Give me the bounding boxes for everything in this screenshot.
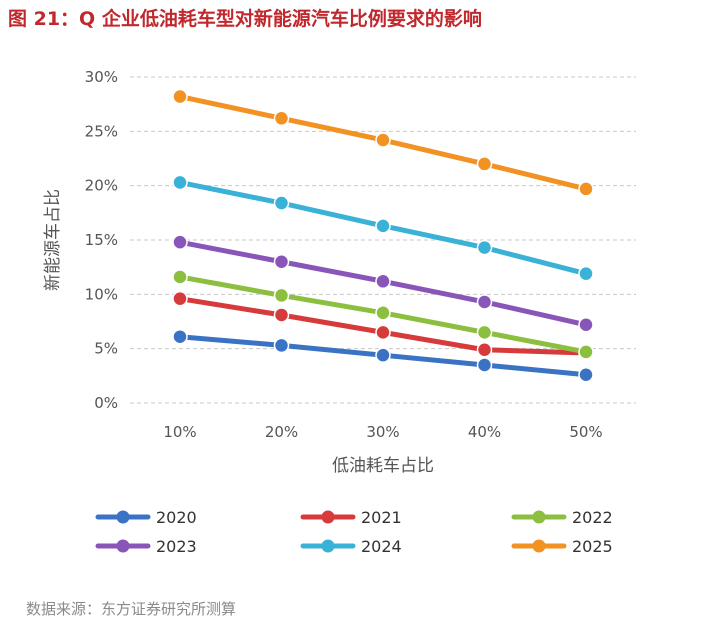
- data-point-2024: [172, 174, 188, 191]
- legend-marker-2023: [116, 539, 130, 553]
- data-point-2020: [375, 347, 391, 363]
- data-point-2024: [375, 218, 391, 234]
- y-tick-label: 15%: [85, 231, 118, 249]
- legend-label-2024: 2024: [361, 537, 402, 556]
- legend-marker-2020: [116, 510, 130, 524]
- legend-label-2022: 2022: [572, 508, 613, 527]
- data-point-2022: [375, 305, 391, 321]
- legend-marker-2021: [321, 510, 335, 524]
- data-point-2023: [172, 234, 188, 250]
- legend-marker-2025: [532, 539, 546, 553]
- y-tick-label: 5%: [94, 340, 118, 358]
- data-point-2024: [578, 265, 594, 282]
- data-point-2023: [578, 317, 594, 333]
- data-point-2025: [172, 88, 188, 105]
- data-point-2021: [172, 290, 188, 307]
- x-axis-label: 低油耗车占比: [332, 456, 434, 476]
- data-point-2023: [375, 273, 391, 290]
- data-point-2024: [273, 195, 290, 211]
- y-tick-label: 30%: [85, 68, 118, 86]
- legend-marker-2022: [532, 510, 546, 524]
- data-point-2022: [172, 269, 188, 285]
- x-tick-label: 50%: [569, 423, 602, 441]
- x-tick-label: 30%: [366, 423, 399, 441]
- data-point-2020: [172, 328, 188, 345]
- data-point-2023: [476, 294, 493, 310]
- source-note: 数据来源：东方证券研究所测算: [26, 600, 237, 618]
- data-point-2020: [578, 366, 594, 383]
- x-tick-label: 20%: [265, 423, 298, 441]
- data-point-2021: [375, 324, 391, 341]
- data-point-2022: [476, 324, 493, 341]
- data-point-2024: [476, 239, 493, 256]
- data-point-2022: [273, 287, 290, 304]
- x-tick-label: 40%: [468, 423, 501, 441]
- data-point-2020: [273, 337, 290, 354]
- legend-marker-2024: [321, 539, 335, 553]
- data-point-2020: [476, 357, 493, 373]
- y-tick-label: 0%: [94, 394, 118, 412]
- data-point-2025: [273, 110, 290, 127]
- data-point-2023: [273, 253, 290, 270]
- y-axis-label: 新能源车占比: [43, 189, 63, 291]
- y-tick-label: 20%: [85, 177, 118, 195]
- y-tick-label: 10%: [85, 285, 118, 303]
- x-tick-label: 10%: [163, 423, 196, 441]
- data-point-2025: [476, 156, 493, 172]
- data-point-2025: [578, 181, 594, 197]
- chart-title: 图 21：Q 企业低油耗车型对新能源汽车比例要求的影响: [8, 8, 482, 30]
- legend-label-2023: 2023: [156, 537, 197, 556]
- legend-label-2025: 2025: [572, 537, 613, 556]
- data-point-2025: [375, 132, 391, 148]
- y-tick-label: 25%: [85, 122, 118, 140]
- data-point-2022: [578, 344, 594, 360]
- legend-label-2020: 2020: [156, 508, 197, 527]
- data-point-2021: [273, 307, 290, 323]
- legend-label-2021: 2021: [361, 508, 402, 527]
- data-point-2021: [476, 342, 493, 358]
